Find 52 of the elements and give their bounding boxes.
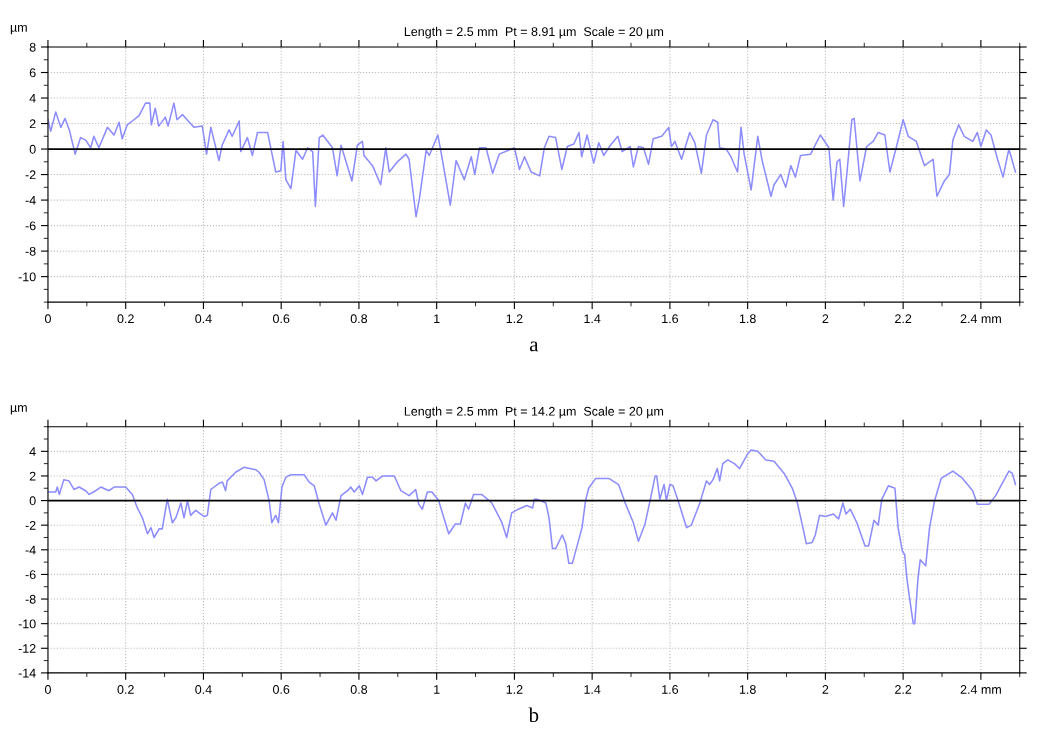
y-tick-label: -6	[25, 570, 36, 580]
y-tick-label: 0	[29, 144, 36, 154]
y-tick-label: -2	[25, 170, 36, 180]
y-tick-label: 4	[29, 447, 36, 456]
y-tick-label: -10	[18, 619, 36, 629]
x-tick-label: 2	[822, 685, 829, 694]
x-tick-label: 2	[822, 314, 829, 323]
x-tick-label: 2.2	[895, 685, 912, 694]
x-tick-label: 0.6	[272, 685, 290, 694]
y-tick-label: 0	[29, 496, 36, 506]
y-tick-label: -10	[18, 272, 36, 282]
y-tick-label: -4	[25, 196, 36, 205]
x-tick-label: 0.4	[195, 685, 212, 694]
x-tick-label: 2.2	[895, 314, 912, 323]
x-tick-label: 0	[44, 685, 51, 694]
chart-title: Length = 2.5 mm Pt = 14.2 µm Scale = 20 µm	[404, 406, 664, 419]
y-tick-label: -2	[25, 520, 36, 530]
y-tick-label: 2	[29, 119, 36, 129]
x-axis-title: a	[529, 341, 539, 352]
x-tick-label: 0	[44, 314, 51, 324]
x-tick-label: 1.6	[662, 314, 679, 324]
y-tick-label: -14	[18, 668, 36, 678]
y-tick-label: -4	[25, 545, 36, 555]
x-tick-label: 1	[434, 314, 440, 323]
x-tick-label: 0.2	[117, 685, 134, 694]
y-tick-label: 4	[29, 93, 36, 103]
y-tick-label: -8	[25, 246, 36, 256]
y-axis-title: µm	[10, 24, 27, 35]
y-tick-label: 6	[29, 68, 36, 78]
y-tick-label: -6	[25, 221, 36, 231]
x-tick-label: 1.4	[584, 685, 601, 694]
x-axis-title: b	[528, 707, 539, 723]
x-tick-label: 0.4	[195, 314, 212, 324]
x-tick-label: 0.6	[272, 314, 290, 324]
y-tick-label: -8	[25, 594, 36, 604]
x-tick-label: 0.2	[117, 314, 134, 324]
x-tick-label: 1.8	[739, 314, 756, 324]
y-tick-label: 2	[29, 471, 36, 481]
x-tick-label: 0.8	[350, 685, 368, 694]
x-tick-label: 1.4	[584, 314, 601, 323]
x-tick-label: 0.8	[350, 314, 368, 324]
chart-title: Length = 2.5 mm Pt = 8.91 µm Scale = 20 µm	[404, 26, 664, 39]
x-tick-label: 1.2	[506, 685, 523, 694]
x-tick-label: 1.6	[662, 685, 679, 694]
x-tick-label: 1	[434, 685, 440, 694]
x-tick-label: 1.8	[739, 685, 756, 694]
x-tick-label: 2.4 mm	[960, 685, 1001, 694]
y-tick-label: 8	[29, 42, 36, 52]
x-tick-label: 2.4 mm	[960, 314, 1001, 323]
y-tick-label: -12	[18, 644, 36, 653]
y-axis-title: µm	[10, 405, 27, 415]
x-tick-label: 1.2	[506, 314, 523, 323]
